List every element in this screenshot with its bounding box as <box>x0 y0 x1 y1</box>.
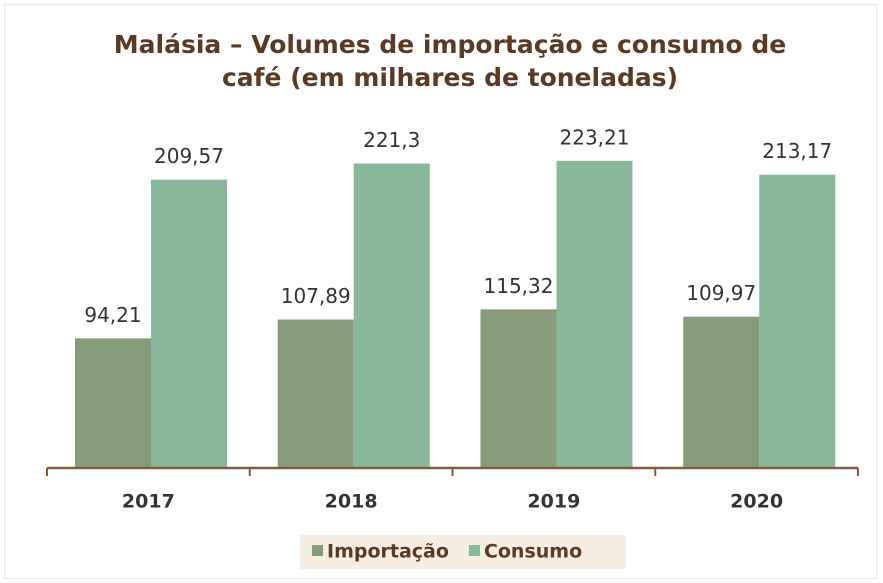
legend-label: Importação <box>327 541 449 563</box>
bar <box>151 179 227 468</box>
bar <box>683 316 760 468</box>
bar <box>556 160 633 468</box>
x-tick-label: 2020 <box>730 491 783 513</box>
value-label: 209,57 <box>154 144 224 168</box>
x-tick-label: 2018 <box>325 491 378 513</box>
value-label: 213,17 <box>762 139 832 163</box>
legend-swatch <box>312 545 323 556</box>
legend-band <box>300 535 626 569</box>
x-tick-label: 2019 <box>527 491 580 513</box>
chart-title: Malásia – Volumes de importação e consum… <box>113 30 787 92</box>
value-label: 115,32 <box>484 274 554 298</box>
value-label: 107,89 <box>281 284 351 308</box>
value-label: 109,97 <box>686 281 756 305</box>
value-label: 223,21 <box>560 125 630 149</box>
legend-swatch <box>468 545 480 556</box>
bar <box>480 309 557 468</box>
bar <box>353 163 430 468</box>
bar <box>759 174 836 468</box>
legend-label: Consumo <box>484 541 582 563</box>
value-label: 221,3 <box>363 128 420 152</box>
bar <box>277 319 354 468</box>
x-tick-label: 2017 <box>122 491 175 513</box>
frame <box>4 4 877 579</box>
bar <box>75 338 151 468</box>
value-label: 94,21 <box>84 303 141 327</box>
